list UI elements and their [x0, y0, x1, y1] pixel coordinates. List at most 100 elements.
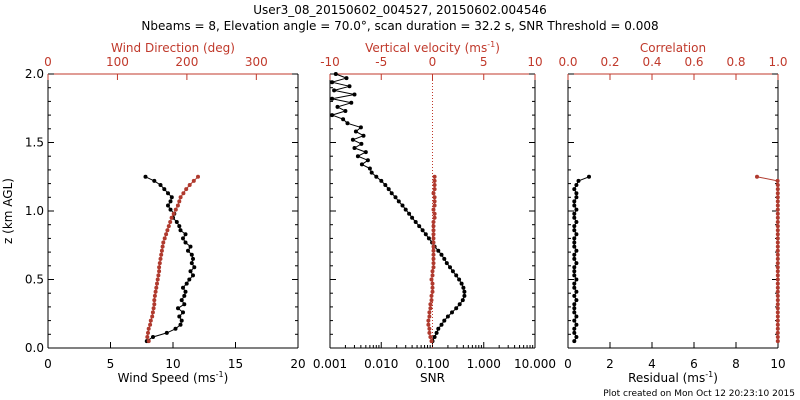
panel-middle-series-black-point: [386, 187, 391, 192]
panel-middle-series-red-point: [432, 211, 437, 216]
panel-left-xtick-top-label: 0: [44, 55, 52, 69]
panel-right-series-black-point: [574, 335, 579, 339]
panel-middle-xlabel-top: Vertical velocity (ms-1): [365, 40, 500, 55]
panel-right-series-red-point: [775, 265, 780, 270]
panel-right-series-black-point: [572, 281, 577, 286]
panel-right-series-black-point: [572, 310, 577, 315]
panel-right-series-red-point: [775, 261, 780, 266]
panel-right-xtick-bottom-label: 2: [606, 357, 614, 371]
panel-middle-series-black-point: [345, 121, 350, 126]
panel-right-series-black-point: [574, 195, 579, 200]
panel-left-series-black-point: [178, 322, 183, 327]
panel-middle-series-black-point: [374, 174, 379, 179]
panel-right-series-red-point: [775, 277, 780, 282]
panel-right-series-red-point: [775, 252, 780, 257]
panel-right-series-black-point: [572, 240, 577, 245]
panel-right-xtick-top-label: 0.4: [642, 55, 661, 69]
panel-left-series-black-point: [179, 298, 184, 303]
panel-middle-series-black-point: [349, 100, 354, 105]
panel-middle-series-black-point: [365, 158, 370, 163]
panel-middle-series-black-point: [393, 195, 398, 200]
panel-middle-series-black-point: [410, 215, 415, 220]
panel-right-series-red-point: [775, 191, 780, 196]
panel-right-series-black-point: [574, 277, 579, 282]
panel-right-series-red-point: [775, 314, 780, 319]
panel-middle-series-black-point: [462, 289, 467, 294]
panel-left-series-red-point: [157, 261, 162, 266]
panel-middle-series-black-point: [426, 236, 431, 241]
panel-left-xtick-bottom-label: 0: [44, 357, 52, 371]
panel-middle-series-black-point: [434, 330, 439, 335]
panel-right-xtick-bottom-label: 0: [564, 357, 572, 371]
panel-left-xtick-top-label: 100: [106, 55, 129, 69]
panel-left-series-black-point: [184, 281, 189, 286]
panel-right-series-black-point: [572, 273, 577, 278]
panel-left-series-red-point: [155, 277, 160, 282]
panel-right-series-red-point: [775, 335, 780, 339]
panel-left-series-red-point: [146, 339, 151, 344]
panel-middle-series-red-point: [431, 244, 436, 249]
panel-middle-series-red-point: [432, 183, 437, 187]
panel-right-series-red-point: [775, 306, 780, 311]
panel-right-series-black-point: [572, 293, 577, 298]
panel-left-series-black-point: [183, 289, 188, 294]
panel-middle-series-black-point: [367, 166, 372, 171]
panel-right-series-black-point: [574, 248, 579, 253]
panel-right-series-black-point: [576, 178, 581, 183]
panel-right-series-red-point: [775, 224, 780, 229]
panel-left-series-black-point: [187, 277, 192, 282]
panel-middle-series-black-point: [442, 256, 447, 261]
panel-left-series-black-point: [177, 314, 182, 319]
ytick-label: 2.0: [25, 67, 44, 81]
panel-right-xtick-top-label: 1.0: [768, 55, 787, 69]
panel-right-series-red-point: [775, 228, 780, 233]
panels-group: 0.00.51.01.52.0z (km AGL)0 5 10 15 200 100 200…: [1, 40, 788, 385]
panel-right-series-red-point: [775, 285, 780, 290]
panel-middle-series-black-point: [383, 183, 388, 187]
panel-middle-series-black-point: [330, 80, 335, 85]
panel-middle-series-black-point: [457, 277, 462, 282]
panel-left-series-red-point: [158, 256, 163, 261]
panel-middle-series-red-point: [431, 240, 436, 245]
panel-middle-series-red-point: [427, 310, 432, 315]
panel-left-series-red-point: [159, 248, 164, 253]
panel-left-series-red-point: [152, 293, 157, 298]
panel-middle-series-red-point: [432, 174, 437, 179]
panel-right-series-black-point: [572, 228, 577, 233]
panel-left-series-red-point: [154, 285, 159, 290]
panel-right-series-black-point: [572, 215, 577, 220]
panel-right-series-black-point: [574, 322, 579, 327]
panel-middle-xtick-top-label: 0: [429, 55, 437, 69]
panel-middle-series-black-point: [432, 335, 437, 339]
panel-middle-series-black-point: [450, 269, 455, 274]
panel-right-series-red-point: [775, 293, 780, 298]
panel-left-series-red-point: [168, 220, 173, 224]
panel-middle-series-red-point: [427, 330, 432, 335]
panel-left-series-black-point: [179, 318, 184, 323]
panel-right-series-red-point: [775, 310, 780, 315]
panel-right-series-black-point: [572, 236, 577, 241]
panel-middle-series-red-point: [427, 314, 432, 319]
panel-middle-xtick-top-label: -5: [375, 55, 387, 69]
panel-middle-series-black-point: [330, 96, 335, 101]
panel-right-series-red-point: [775, 248, 780, 253]
panel-middle-series-black-point: [335, 104, 340, 109]
panel-right-series-black-point: [574, 261, 579, 266]
panel-left-xtick-bottom-label: 5: [107, 357, 115, 371]
panel-left-series-red-point: [177, 199, 182, 204]
panel-left-series-black-point: [166, 203, 170, 208]
panel-right-series-red-point: [775, 302, 780, 307]
panel-right-series-red-point: [775, 322, 780, 327]
panel-middle-series-black-point: [400, 203, 405, 208]
panel-middle-series-black-point: [341, 117, 346, 122]
panel-right-xtick-bottom-label: 8: [732, 357, 740, 371]
panel-right-series-red-point: [775, 326, 780, 331]
panel-right-series-black-point: [572, 302, 577, 307]
panel-left-series-black-point: [151, 335, 155, 339]
panel-left-series-red-point: [152, 302, 157, 307]
panel-right-series-red-point: [775, 240, 780, 245]
panel-left-series-black-point: [188, 244, 193, 249]
panel-left-series-black-point: [186, 248, 190, 253]
